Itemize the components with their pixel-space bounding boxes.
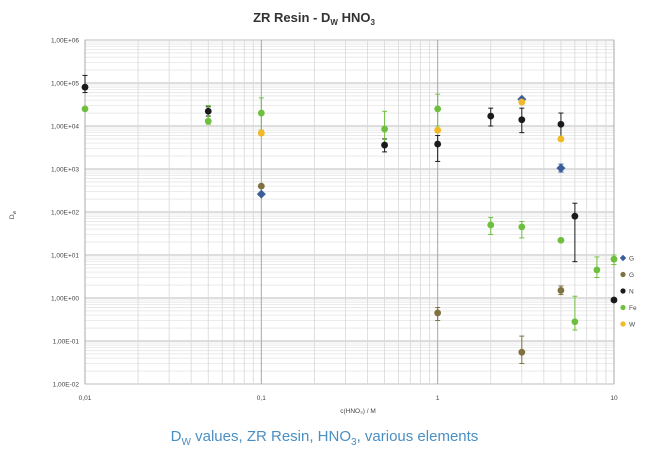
data-point-4 (557, 236, 565, 244)
x-tick-label: 0,1 (257, 395, 266, 402)
y-tick-label: 1,00E+02 (51, 210, 79, 217)
data-point-2 (557, 287, 565, 294)
y-tick-label: 1,00E+06 (51, 38, 79, 45)
y-axis-title: Dw (9, 210, 18, 219)
y-tick-label: 1,00E+04 (51, 124, 79, 131)
data-point-3 (81, 83, 89, 91)
data-point-5 (518, 98, 526, 106)
data-point-1 (556, 163, 566, 173)
y-tick-label: 1,00E+00 (51, 296, 79, 303)
data-point-4 (257, 109, 265, 117)
data-point-4 (81, 105, 89, 113)
data-points (81, 83, 618, 356)
legend-marker (619, 254, 627, 262)
legend: G G N Fe W (619, 254, 637, 329)
data-point-4 (593, 266, 601, 274)
legend-label: G (629, 272, 634, 279)
data-point-2 (257, 182, 265, 190)
y-tick-label: 1,00E-01 (53, 339, 80, 346)
data-point-4 (487, 221, 495, 229)
data-point-4 (571, 318, 579, 326)
x-tick-label: 1 (436, 395, 440, 402)
data-point-2 (434, 309, 442, 317)
x-tick-label: 0,01 (79, 395, 92, 402)
legend-label: G (629, 256, 634, 263)
chart-title: ZR Resin - DW HNO3 (253, 10, 375, 27)
data-point-4 (610, 255, 618, 263)
x-tick-label: 10 (610, 395, 618, 402)
data-point-5 (557, 135, 565, 143)
y-tick-label: 1,00E+05 (51, 81, 79, 88)
data-point-3 (557, 120, 565, 128)
legend-marker (620, 271, 626, 278)
y-tick-label: 1,00E+03 (51, 167, 79, 174)
legend-label: N (629, 289, 634, 296)
grid (84, 39, 615, 385)
chart: ZR Resin - DW HNO3 1,00E+061,00E+051,00E… (9, 10, 637, 415)
data-point-3 (381, 141, 388, 149)
data-point-1 (256, 189, 266, 199)
data-point-5 (434, 126, 442, 134)
data-point-4 (434, 105, 442, 113)
data-point-3 (434, 140, 442, 148)
x-axis-title: c(HNO₃) / M (340, 408, 376, 415)
data-point-3 (518, 116, 526, 124)
legend-marker (620, 304, 626, 311)
legend-marker (620, 321, 626, 327)
legend-marker (620, 288, 626, 294)
data-point-4 (518, 223, 526, 231)
data-point-3 (204, 107, 212, 115)
data-point-3 (571, 212, 579, 220)
data-point-5 (257, 129, 265, 137)
legend-label: Fe (629, 305, 637, 312)
figure-caption: DW values, ZR Resin, HNO3, various eleme… (170, 428, 479, 448)
data-point-4 (381, 125, 388, 133)
data-point-3 (487, 112, 495, 120)
data-point-3 (610, 296, 618, 304)
y-tick-label: 1,00E-02 (53, 382, 80, 389)
legend-label: W (629, 322, 636, 329)
x-axis: 0,01 0,1 1 10 (79, 395, 618, 402)
y-axis: 1,00E+06 1,00E+05 1,00E+04 1,00E+03 1,00E+02… (51, 38, 79, 389)
y-tick-label: 1,00E+01 (51, 253, 79, 260)
data-point-2 (518, 348, 526, 356)
data-point-4 (204, 117, 212, 125)
